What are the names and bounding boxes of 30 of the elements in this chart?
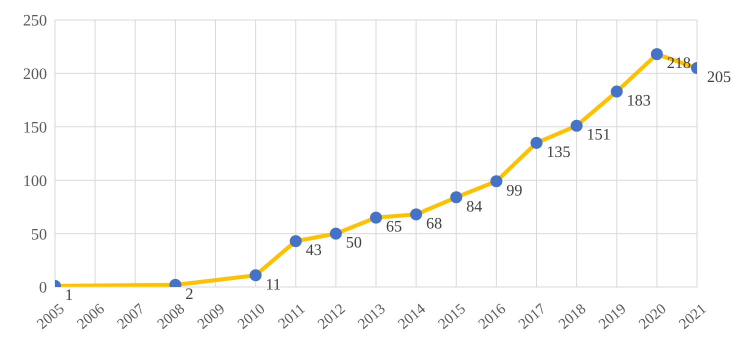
y-tick-label: 50 — [31, 226, 47, 244]
data-label: 2 — [185, 286, 194, 303]
data-label: 11 — [266, 276, 282, 294]
y-tick-label: 250 — [23, 12, 47, 30]
data-label: 50 — [346, 234, 362, 252]
data-label: 43 — [306, 242, 322, 260]
data-label: 151 — [586, 126, 611, 144]
data-label: 1 — [65, 286, 73, 304]
data-label: 84 — [466, 198, 482, 216]
x-tick-label: 2021 — [676, 301, 710, 333]
data-label: 65 — [386, 218, 402, 236]
x-tick-label: 2011 — [276, 301, 308, 332]
data-label: 205 — [707, 69, 731, 86]
x-tick-label: 2018 — [556, 301, 590, 333]
y-tick-label: 100 — [23, 172, 47, 190]
x-tick-label: 2013 — [355, 301, 389, 333]
x-tick-label: 2012 — [315, 301, 349, 333]
data-label: 183 — [626, 92, 651, 110]
y-tick-label: 0 — [39, 280, 47, 297]
y-tick-label: 150 — [23, 119, 47, 136]
data-label: 135 — [546, 144, 570, 161]
x-tick-label: 2019 — [596, 301, 630, 333]
x-tick-label: 2016 — [476, 300, 510, 333]
x-tick-label: 2010 — [235, 301, 268, 333]
data-label: 99 — [506, 182, 522, 200]
data-label: 68 — [426, 215, 442, 232]
y-tick-label: 200 — [23, 66, 47, 84]
x-tick-label: 2009 — [194, 301, 228, 333]
x-tick-label: 2020 — [636, 301, 670, 333]
x-tick-label: 2008 — [154, 301, 188, 333]
